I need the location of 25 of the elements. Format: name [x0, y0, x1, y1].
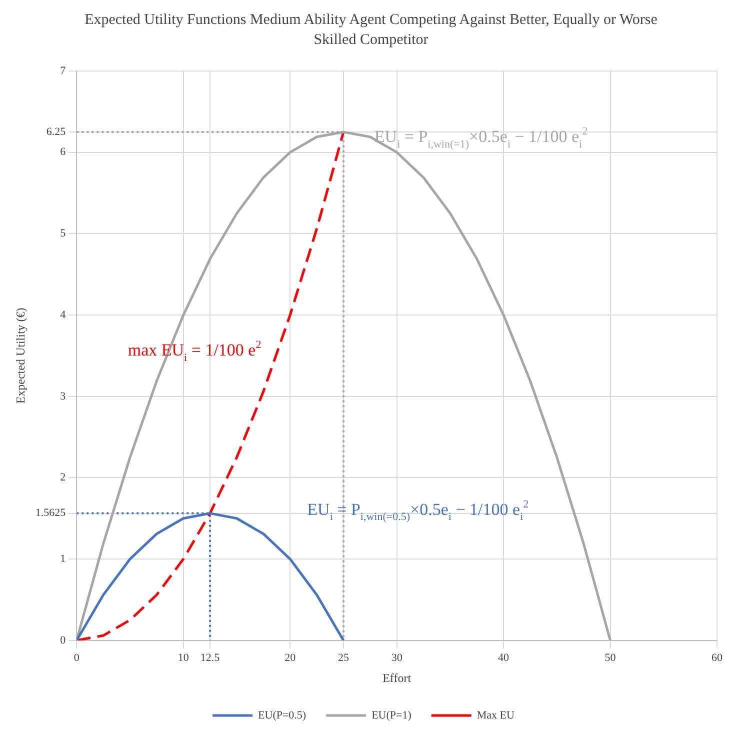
y-axis-title: Expected Utility (€)	[13, 307, 28, 404]
legend-label: EU(P=0.5)	[258, 708, 306, 721]
y-tick-label: 6	[60, 146, 66, 158]
y-tick-label: 4	[60, 308, 66, 320]
x-tick-label: 40	[498, 651, 510, 664]
y-tick-label: 2	[60, 471, 66, 484]
x-tick-label: 30	[391, 651, 403, 664]
x-tick-label: 60	[712, 651, 723, 664]
legend-label: EU(P=1)	[372, 708, 412, 721]
y-tick-label: 7	[60, 64, 66, 76]
y-tick-label: 6.25	[46, 125, 66, 138]
x-axis-title: Effort	[382, 670, 412, 684]
y-tick-label: 1.5625	[35, 506, 66, 519]
y-tick-label: 3	[60, 390, 66, 402]
x-tick-label: 50	[604, 651, 616, 664]
x-tick-label: 0	[74, 651, 80, 664]
x-tick-label: 12.5	[200, 651, 220, 664]
y-tick-label: 5	[60, 227, 66, 240]
chart-title: Expected Utility Functions Medium Ability Agent Competing Against Better, Equally or Worse Skilled Competitor	[84, 11, 658, 50]
y-tick-label: 0	[60, 634, 66, 646]
y-tick-label: 1	[60, 552, 66, 564]
x-tick-label: 10	[178, 651, 190, 664]
legend-label: Max EU	[476, 708, 515, 721]
x-tick-label: 20	[284, 651, 296, 664]
x-tick-label: 25	[338, 651, 350, 664]
